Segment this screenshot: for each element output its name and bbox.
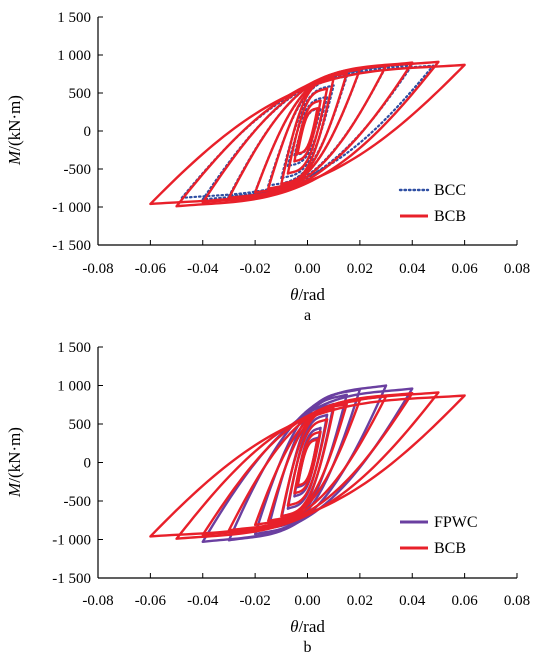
x-tick-label: 0.08	[504, 593, 530, 609]
legend-label-fpwc: FPWC	[434, 514, 478, 531]
y-tick-label: 1 000	[57, 48, 91, 64]
x-tick-label: 0.00	[294, 593, 320, 609]
x-tick-label: -0.02	[240, 261, 271, 277]
y-tick-label: -1 500	[52, 238, 91, 254]
legend-label-bcb: BCB	[434, 540, 466, 557]
y-axis-label: M/(kN·m)	[5, 95, 24, 166]
y-tick-label: 1 500	[57, 340, 91, 356]
x-tick-label: -0.04	[187, 261, 219, 277]
x-axis-label: θ/rad	[290, 617, 325, 636]
y-tick-label: 500	[69, 86, 92, 102]
y-tick-label: -1 000	[52, 533, 91, 549]
x-tick-label: 0.04	[399, 593, 426, 609]
x-tick-label: -0.04	[187, 593, 219, 609]
x-tick-label: 0.06	[452, 261, 479, 277]
x-tick-label: 0.00	[294, 261, 320, 277]
x-tick-label: 0.02	[347, 261, 373, 277]
chart-panel-b: 1 500 1 000 500 0 -500 -1 000 -1 500 -0.08 -0.06…	[5, 340, 530, 656]
legend-label-bcc: BCC	[434, 182, 466, 199]
x-tick-label: -0.06	[135, 593, 167, 609]
x-axis-label: θ/rad	[290, 285, 325, 304]
y-axis-label: M/(kN·m)	[5, 427, 24, 498]
legend-label-bcb: BCB	[434, 208, 466, 225]
y-tick-label: -500	[64, 162, 92, 178]
y-tick-label: 0	[84, 456, 92, 472]
y-tick-label: 0	[84, 124, 92, 140]
x-tick-label: -0.06	[135, 261, 167, 277]
y-tick-label: 500	[69, 417, 92, 433]
y-tick-label: -500	[64, 494, 92, 510]
x-tick-label: 0.02	[347, 593, 373, 609]
x-tick-label: 0.08	[504, 261, 530, 277]
x-tick-label: -0.02	[240, 593, 271, 609]
y-tick-label: 1 500	[57, 10, 91, 26]
panel-label: b	[304, 639, 312, 656]
x-tick-label: 0.04	[399, 261, 426, 277]
chart-panel-a: 1 500 1 000 500 0 -500 -1 000 -1 500 -0.08 -0.06…	[5, 10, 530, 324]
y-tick-label: 1 000	[57, 379, 91, 395]
x-tick-label: -0.08	[82, 261, 113, 277]
x-tick-label: -0.08	[82, 593, 113, 609]
y-tick-label: -1 500	[52, 571, 91, 587]
panel-label: a	[304, 307, 311, 324]
x-tick-label: 0.06	[452, 593, 479, 609]
legend: BCC BCB	[400, 182, 466, 225]
y-tick-label: -1 000	[52, 200, 91, 216]
legend: FPWC BCB	[400, 514, 478, 557]
